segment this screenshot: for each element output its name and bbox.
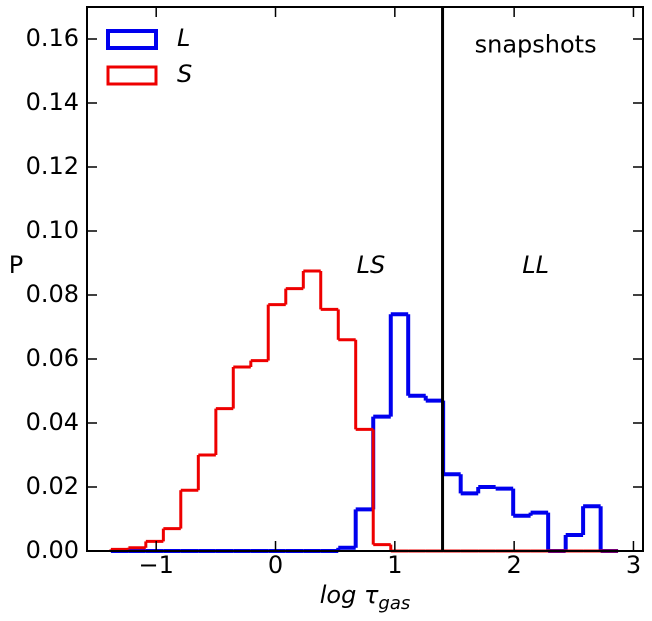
y-tick-label: 0.16 <box>26 24 79 52</box>
y-tick-label: 0.00 <box>26 536 79 564</box>
x-tick-label: 1 <box>387 551 402 579</box>
y-tick-label: 0.12 <box>26 152 79 180</box>
annotation: LS <box>357 251 386 279</box>
x-tick-label: 2 <box>507 551 522 579</box>
y-tick-label: 0.08 <box>26 280 79 308</box>
legend-label: S <box>177 60 192 88</box>
annotation: LL <box>522 251 549 279</box>
x-axis-label: log τgas <box>320 581 411 614</box>
legend-label: L <box>177 24 190 52</box>
y-axis-label: P <box>9 251 23 279</box>
plot-frame <box>86 6 644 552</box>
y-tick-label: 0.14 <box>26 88 79 116</box>
annotation: snapshots <box>475 30 597 58</box>
x-tick-label: 0 <box>268 551 283 579</box>
y-tick-label: 0.06 <box>26 344 79 372</box>
x-tick-label: 3 <box>626 551 641 579</box>
y-tick-label: 0.10 <box>26 216 79 244</box>
x-tick-label: −1 <box>139 551 174 579</box>
y-tick-label: 0.02 <box>26 472 79 500</box>
y-tick-label: 0.04 <box>26 408 79 436</box>
legend-swatch <box>106 29 158 50</box>
x-axis-label-main: log τ <box>320 581 379 609</box>
x-axis-label-sub: gas <box>378 593 410 614</box>
legend-swatch <box>106 65 158 86</box>
